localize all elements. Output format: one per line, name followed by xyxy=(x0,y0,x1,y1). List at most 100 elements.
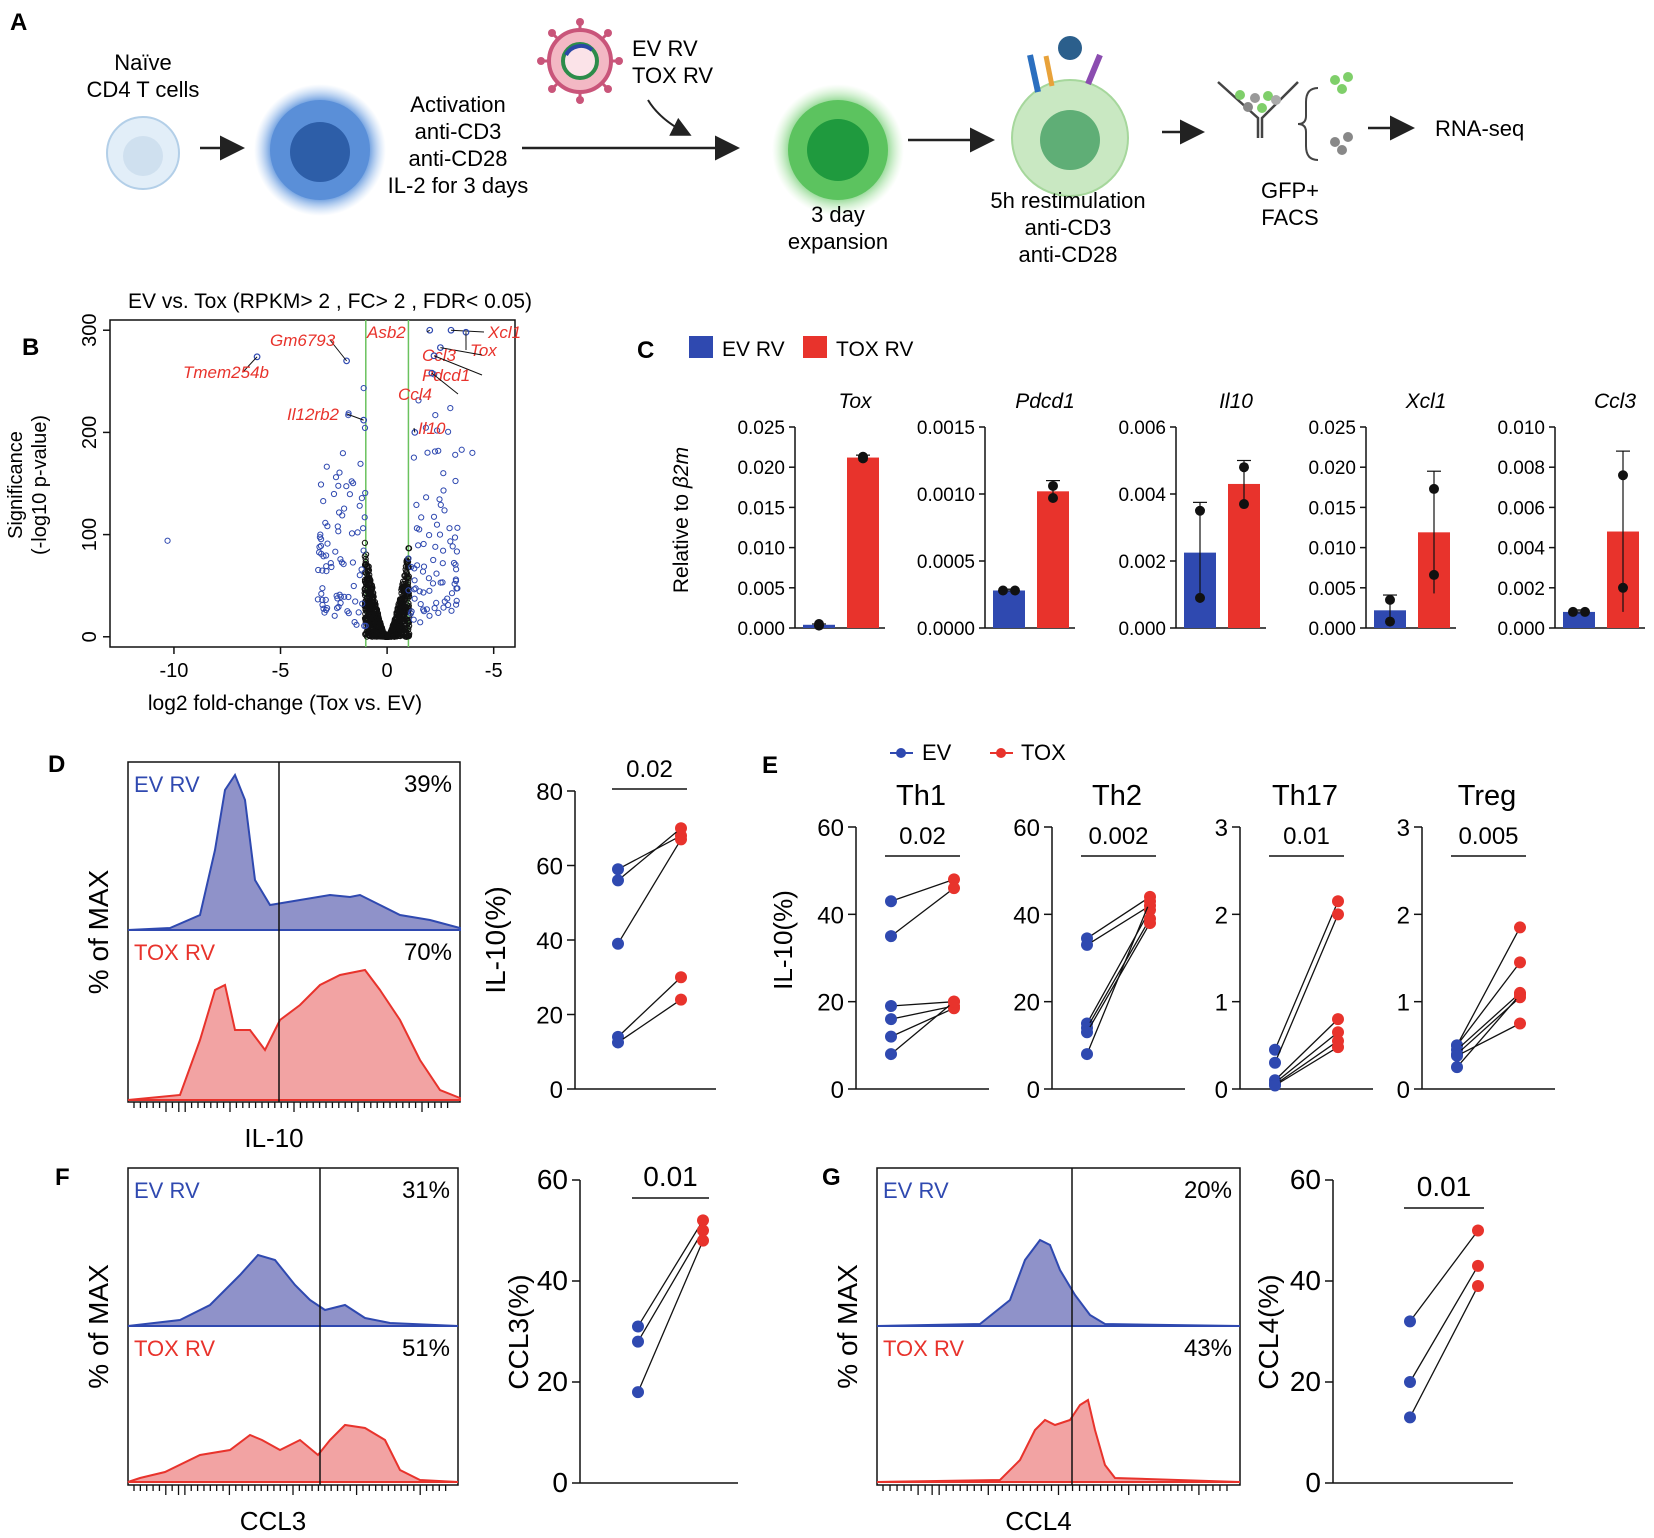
paired-line xyxy=(617,839,682,945)
volcano-point-sig xyxy=(315,566,322,574)
volcano-point-sig xyxy=(437,579,444,586)
volcano-point-ns xyxy=(361,592,369,599)
histogram-f_hist: EV RV 31% TOX RV 51% CCL3 % of MAX xyxy=(83,1167,459,1536)
bar-ytick-label: 0.010 xyxy=(1497,418,1545,439)
expansion-label-1: 3 day xyxy=(811,202,865,227)
pvalue-label: 0.005 xyxy=(1458,823,1518,850)
bar-ytick-label: 0.005 xyxy=(737,579,785,600)
volcano-point-sig xyxy=(316,543,323,551)
volcano-point-sig xyxy=(324,523,331,530)
volcano-leader xyxy=(413,427,416,433)
bar-replicate-point xyxy=(858,451,868,462)
volcano-gene-label: Il10 xyxy=(418,419,446,438)
volcano-point-sig xyxy=(430,556,437,564)
paired-point-tox xyxy=(1144,917,1156,930)
bar-replicate-point xyxy=(814,618,824,629)
paired-ytick-label: 20 xyxy=(537,1366,568,1397)
volcano-point-outlier xyxy=(469,449,476,456)
volcano-point-sig xyxy=(411,586,418,593)
volcano-point-ns xyxy=(397,601,404,609)
histogram-ylabel: % of MAX xyxy=(83,869,114,994)
paired-line xyxy=(617,835,682,870)
paired-point-ev xyxy=(632,1386,644,1399)
bar-replicate-point xyxy=(1429,569,1439,580)
histogram-ev-curve xyxy=(127,772,461,931)
volcano-point-sig xyxy=(452,577,460,585)
paired-point-tox xyxy=(948,882,960,895)
volcano-point-sig xyxy=(361,424,369,431)
paired-line xyxy=(617,976,682,1038)
activation-label-1: Activation xyxy=(410,92,505,117)
volcano-leader xyxy=(329,339,347,362)
volcano-point-sig xyxy=(317,481,325,488)
volcano-point-sig xyxy=(441,507,448,514)
volcano-point-ns xyxy=(361,585,368,592)
paired-point-ev xyxy=(632,1335,644,1348)
volcano-point-labeled xyxy=(360,416,368,424)
bar-panel-pdcd1: Pdcd1 0.0000 0.0005 0.0010 0.0015 xyxy=(917,390,1075,640)
paired-ytick-label: 40 xyxy=(817,902,844,929)
volcano-xtick-label: -5 xyxy=(485,660,503,682)
histogram-tox-curve xyxy=(127,968,461,1101)
histogram-tox-curve xyxy=(876,1398,1241,1483)
bar-ytick-label: 0.000 xyxy=(1308,619,1356,640)
volcano-point-sig xyxy=(413,501,420,508)
volcano-point-sig xyxy=(358,566,365,573)
volcano-point-ns xyxy=(374,630,381,637)
bar-panel-title: Tox xyxy=(838,390,873,413)
volcano-point-ns xyxy=(399,631,406,638)
paired-line xyxy=(1456,994,1521,1068)
legend-tox: TOX xyxy=(990,740,1066,765)
histogram-top-label: EV RV xyxy=(134,1178,200,1203)
legend-tox-label: TOX xyxy=(1021,740,1066,765)
volcano-ytick-label: 300 xyxy=(79,314,101,347)
volcano-point-sig xyxy=(447,405,454,412)
paired-plot-th1: 0 20 40 60 0.02 Th1 xyxy=(817,780,989,1104)
bar-tox xyxy=(1037,491,1069,628)
paired-line xyxy=(1086,905,1151,946)
paired-line xyxy=(890,1001,955,1007)
paired-point-tox xyxy=(1332,1013,1344,1026)
paired-point-ev xyxy=(1404,1315,1416,1328)
volcano-point-sig xyxy=(429,580,437,587)
volcano-leader xyxy=(451,329,485,333)
volcano-point-sig xyxy=(314,596,321,603)
volcano-point-labeled xyxy=(426,326,434,334)
paired-ytick-label: 3 xyxy=(1215,815,1228,842)
paired-ytick-label: 20 xyxy=(536,1003,563,1030)
paired-line xyxy=(1409,1285,1479,1418)
paired-line xyxy=(1409,1265,1479,1383)
virus-label-tox: TOX RV xyxy=(632,63,713,88)
paired-point-tox xyxy=(1472,1259,1484,1272)
volcano-point-ns xyxy=(404,574,411,581)
bar-ytick-label: 0.0015 xyxy=(917,418,975,439)
paired-point-tox xyxy=(1332,1041,1344,1054)
volcano-point-sig xyxy=(405,555,412,562)
volcano-point-ns xyxy=(395,632,402,640)
volcano-point-sig xyxy=(445,601,452,609)
volcano-ytick-label: 100 xyxy=(79,518,101,551)
bar-ev xyxy=(1563,611,1595,628)
volcano-point-sig xyxy=(323,463,330,470)
paired-line xyxy=(617,999,682,1043)
volcano-point-sig xyxy=(432,543,439,550)
bar-ytick-label: 0.002 xyxy=(1497,579,1545,600)
naive-label-1: Naïve xyxy=(114,50,171,75)
volcano-point-labeled xyxy=(428,369,436,377)
volcano-gene-label: Ccl3 xyxy=(422,346,457,365)
volcano-point-sig xyxy=(350,480,357,487)
histogram-g_hist: EV RV 20% TOX RV 43% CCL4 % of MAX xyxy=(832,1167,1241,1536)
volcano-point-sig xyxy=(446,525,453,532)
rnaseq-label: RNA-seq xyxy=(1435,116,1524,141)
volcano-point-sig xyxy=(332,548,339,555)
volcano-ylabel-1: Significance xyxy=(5,431,27,539)
volcano-point-sig xyxy=(356,572,363,579)
paired-line xyxy=(617,827,682,881)
bar-ytick-label: 0.002 xyxy=(1118,552,1166,573)
volcano-leader xyxy=(440,347,483,356)
volcano-ytick-label: 0 xyxy=(79,631,101,642)
paired-point-ev xyxy=(632,1320,644,1333)
paired-plot-d_paired: 0 20 40 60 80 0.02 IL-10(%) xyxy=(480,756,716,1104)
volcano-point-outlier xyxy=(435,447,442,454)
volcano-gene-label: Tox xyxy=(470,341,497,360)
